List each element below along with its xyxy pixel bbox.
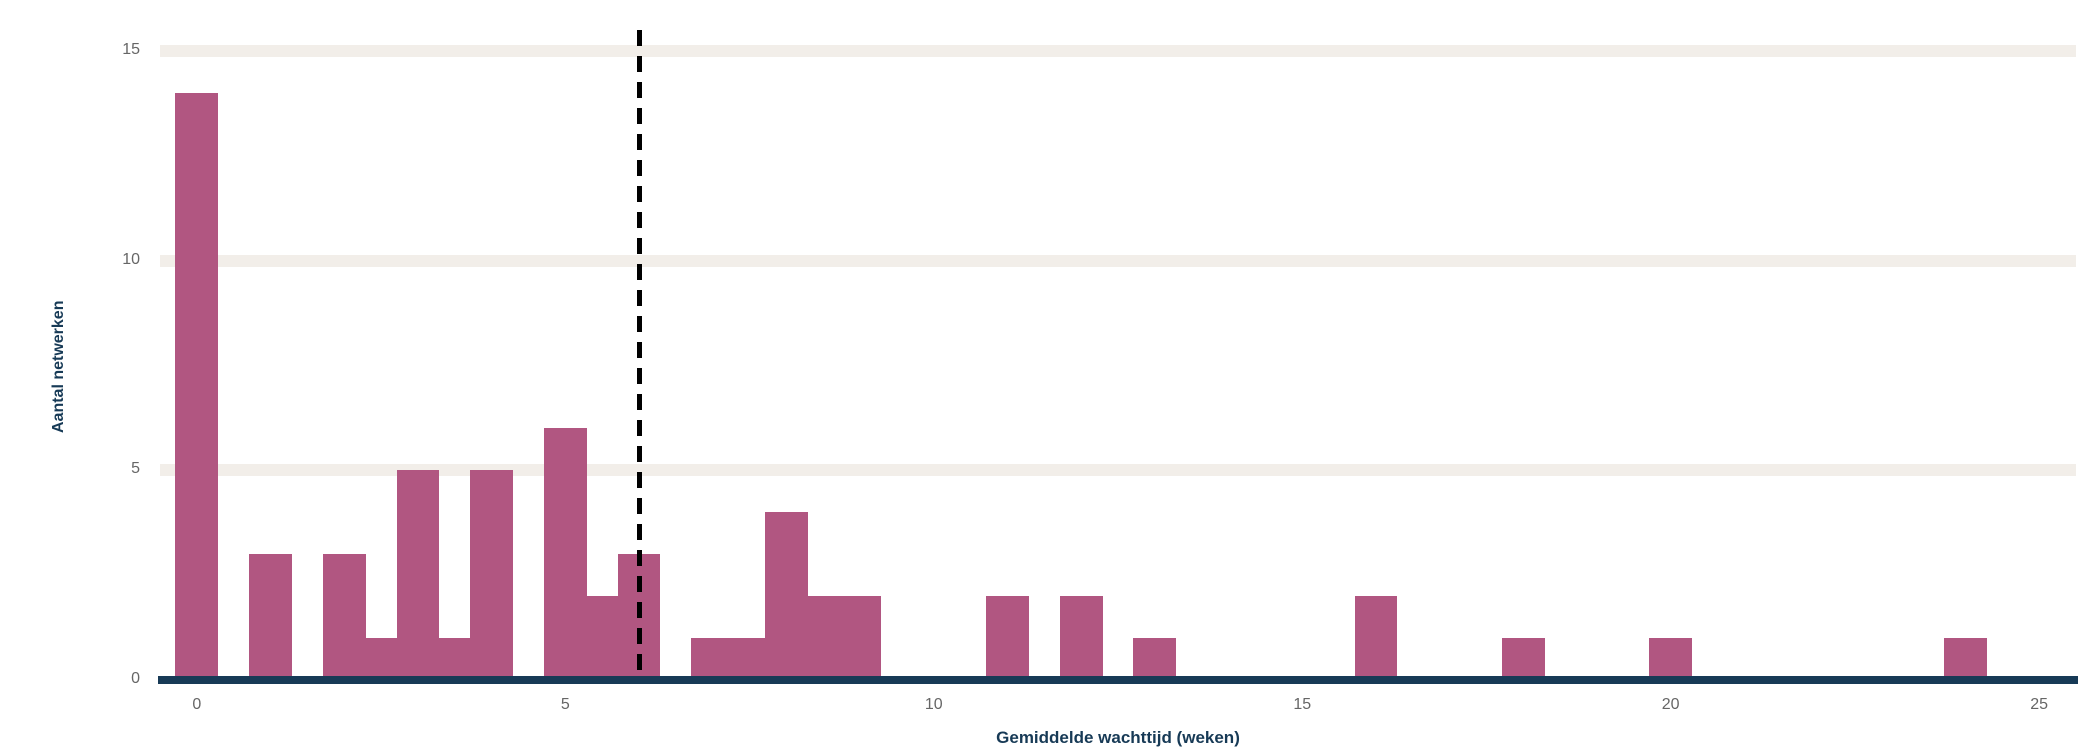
histogram-bar (839, 596, 882, 680)
histogram-bar (470, 470, 513, 680)
plot-area (160, 30, 2076, 680)
x-tick-label: 15 (1272, 696, 1332, 714)
gridline (160, 45, 2076, 57)
histogram-bar (1060, 596, 1103, 680)
gridline (160, 255, 2076, 267)
y-tick-label: 15 (90, 41, 140, 59)
y-tick-label: 10 (90, 251, 140, 269)
x-tick-label: 5 (535, 696, 595, 714)
x-axis-title: Gemiddelde wachttijd (weken) (160, 728, 2076, 748)
x-tick-label: 10 (904, 696, 964, 714)
gridline (160, 464, 2076, 476)
histogram-bar (1944, 638, 1987, 680)
histogram-bar (1502, 638, 1545, 680)
histogram-chart: Aantal netwerken Gemiddelde wachttijd (w… (0, 0, 2100, 750)
x-axis-line (158, 676, 2078, 684)
y-tick-label: 0 (90, 670, 140, 688)
x-tick-label: 25 (2009, 696, 2069, 714)
x-tick-label: 20 (1641, 696, 1701, 714)
histogram-bar (1355, 596, 1398, 680)
x-tick-label: 0 (167, 696, 227, 714)
histogram-bar (249, 554, 292, 680)
histogram-bar (1649, 638, 1692, 680)
y-axis-title: Aantal netwerken (50, 301, 68, 433)
histogram-bar (986, 596, 1029, 680)
histogram-bar (175, 93, 218, 680)
y-tick-label: 5 (90, 460, 140, 478)
histogram-bar (1133, 638, 1176, 680)
